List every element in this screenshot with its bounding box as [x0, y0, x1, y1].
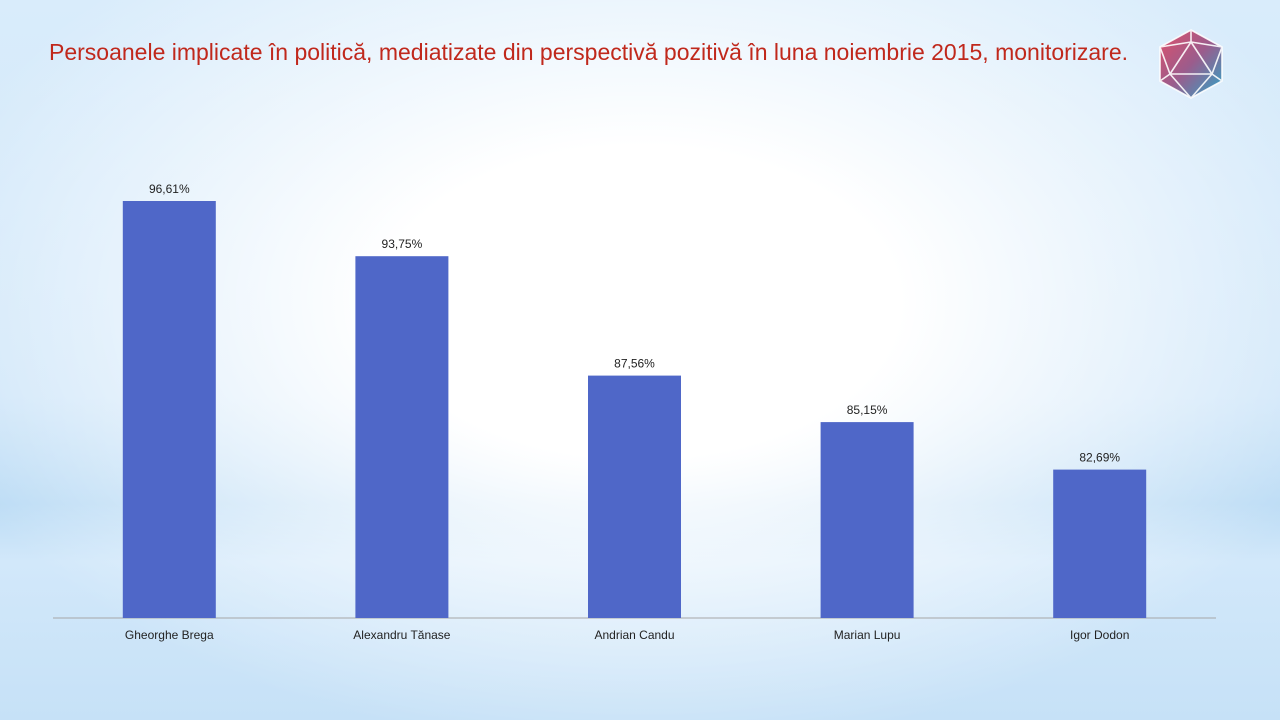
bar	[820, 422, 914, 618]
data-label: 82,69%	[1079, 451, 1120, 465]
data-label: 96,61%	[149, 182, 190, 196]
x-tick-label: Andrian Candu	[594, 628, 674, 642]
data-label: 87,56%	[614, 357, 655, 371]
slide-title: Persoanele implicate în politică, mediat…	[49, 39, 1129, 65]
x-tick-label: Igor Dodon	[1070, 628, 1129, 642]
x-tick-label: Marian Lupu	[834, 628, 901, 642]
icosahedron-logo-icon	[1159, 29, 1223, 99]
data-label: 85,15%	[847, 403, 888, 417]
x-tick-label: Gheorghe Brega	[125, 628, 214, 642]
x-tick-label: Alexandru Tănase	[353, 628, 451, 642]
bar	[122, 201, 216, 618]
bar	[588, 375, 681, 618]
bar	[1053, 469, 1147, 618]
bar	[355, 256, 449, 618]
data-label: 93,75%	[382, 237, 423, 251]
